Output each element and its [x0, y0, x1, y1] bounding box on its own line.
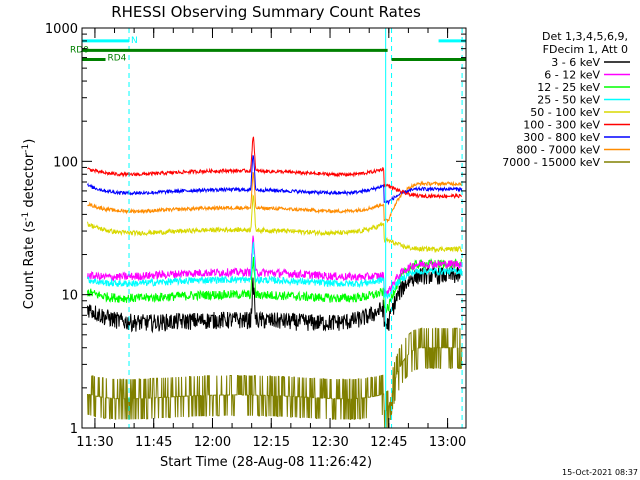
legend-header-line: FDecim 1, Att 0: [543, 43, 628, 56]
series-line-8: [87, 327, 463, 429]
legend: Det 1,3,4,5,6,9,FDecim 1, Att 03 - 6 keV…: [502, 30, 630, 169]
legend-header-line: Det 1,3,4,5,6,9,: [542, 30, 628, 43]
x-tick-label: 13:00: [429, 435, 466, 450]
series-layer: [87, 136, 463, 429]
x-tick-label: 11:45: [135, 435, 172, 450]
y-axis-label-mid: detector: [22, 152, 37, 212]
series-line-5: [87, 136, 463, 200]
legend-entry-label: 3 - 6 keV: [551, 56, 600, 69]
series-line-3: [87, 241, 463, 299]
y-axis-label-sup2: -1: [21, 144, 31, 153]
y-tick-label: 100: [53, 155, 78, 170]
legend-entry-label: 300 - 800 keV: [523, 131, 600, 144]
series-line-2: [87, 256, 463, 313]
series-line-1: [87, 235, 463, 297]
legend-entry-label: 100 - 300 keV: [523, 119, 600, 132]
series-line-6: [87, 155, 463, 206]
plot-frame: [81, 27, 467, 429]
y-axis-label-end: ): [22, 139, 37, 144]
series-line-4: [87, 194, 463, 254]
x-tick-label: 12:30: [311, 435, 348, 450]
axes: 1 10 100 1000 11:30 11:45 12:00 12:15 12:30 12:45…: [45, 22, 467, 450]
x-axis-label: Start Time (28-Aug-08 11:26:42): [160, 455, 372, 470]
series-line-7: [87, 172, 463, 224]
y-tick-label: 1000: [45, 22, 78, 37]
y-tick-label: 1: [70, 422, 78, 437]
legend-entry-label: 12 - 25 keV: [537, 81, 600, 94]
y-axis-label-main: Count Rate (s: [22, 221, 37, 310]
interval-label: RD4: [108, 54, 127, 64]
interval-label: RD0: [70, 45, 89, 55]
legend-entry-label: 50 - 100 keV: [530, 106, 600, 119]
chart-title: RHESSI Observing Summary Count Rates: [111, 3, 421, 21]
generated-timestamp: 15-Oct-2021 08:37: [562, 468, 638, 477]
x-tick-label: 12:00: [194, 435, 231, 450]
y-axis-label-sup1: -1: [21, 212, 31, 221]
x-tick-label: 12:15: [253, 435, 290, 450]
legend-entry-label: 25 - 50 keV: [537, 94, 600, 107]
x-tick-label: 12:45: [370, 435, 407, 450]
series-line-0: [87, 266, 463, 334]
legend-entry-label: 7000 - 15000 keV: [502, 156, 600, 169]
y-axis-label: Count Rate (s-1 detector-1): [21, 139, 37, 310]
x-tick-label: 11:30: [76, 435, 113, 450]
y-tick-label: 10: [61, 289, 78, 304]
legend-entry-label: 6 - 12 keV: [544, 69, 600, 82]
legend-entry-label: 800 - 7000 keV: [516, 144, 600, 157]
interval-label: N: [131, 36, 138, 46]
